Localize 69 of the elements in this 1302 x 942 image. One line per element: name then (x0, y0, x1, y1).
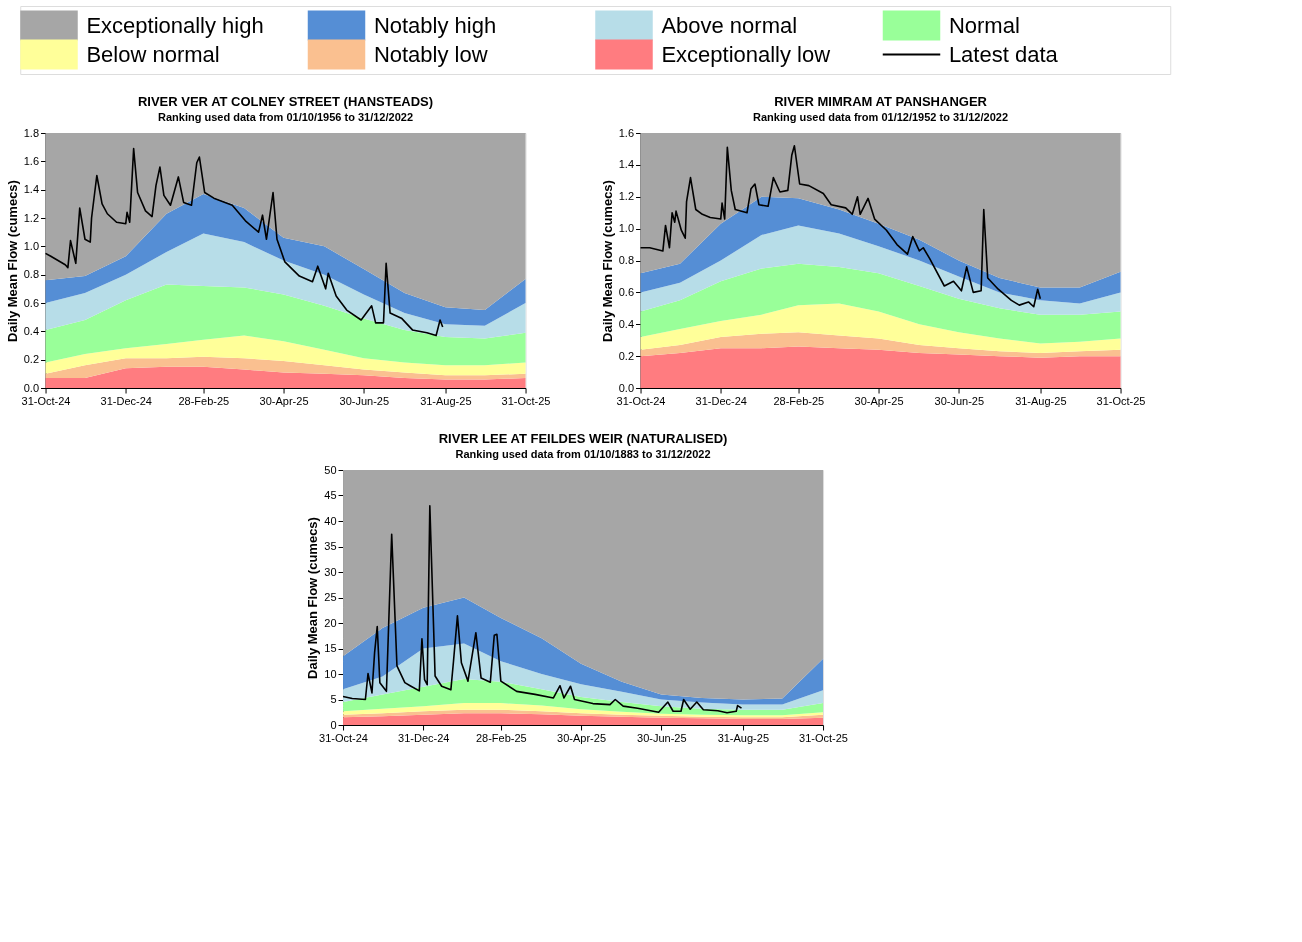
x-tick-label: 28-Feb-25 (475, 731, 527, 744)
chart-subtitle: Ranking used data from 01/12/1952 to 31/12/2022 (753, 111, 1009, 123)
x-tick-label: 30-Apr-25 (259, 394, 309, 407)
x-tick-label: 28-Feb-25 (773, 394, 825, 407)
y-tick-label: 25 (324, 591, 337, 603)
y-tick-label: 0.2 (618, 349, 635, 362)
y-axis-title: Daily Mean Flow (cumecs) (599, 180, 615, 342)
legend-label: Notably high (373, 12, 497, 38)
x-tick-label: 31-Oct-25 (501, 394, 551, 407)
y-axis-title: Daily Mean Flow (cumecs) (4, 180, 20, 342)
y-tick-label: 1.2 (618, 190, 635, 203)
y-tick-label: 1.0 (23, 239, 40, 252)
y-tick-label: 30 (324, 565, 337, 578)
x-tick-label: 31-Aug-25 (717, 731, 769, 744)
legend-label: Latest data (948, 41, 1059, 67)
y-tick-label: 1.8 (23, 126, 40, 139)
y-tick-label: 0 (330, 718, 337, 731)
y-tick-label: 0.6 (618, 285, 635, 298)
y-tick-label: 0.0 (23, 381, 40, 394)
x-tick-label: 30-Apr-25 (854, 394, 904, 407)
y-tick-label: 0.4 (618, 317, 635, 330)
y-tick-label: 0.0 (618, 381, 635, 394)
legend-label: Exceptionally high (86, 12, 264, 38)
y-tick-label: 0.4 (23, 324, 40, 337)
y-tick-label: 40 (324, 514, 337, 527)
chart-title: RIVER MIMRAM AT PANSHANGER (774, 94, 988, 109)
chart-subtitle: Ranking used data from 01/10/1956 to 31/12/2022 (158, 111, 414, 123)
x-tick-label: 28-Feb-25 (178, 394, 230, 407)
chart-title: RIVER VER AT COLNEY STREET (HANSTEADS) (137, 94, 434, 109)
x-tick-label: 31-Oct-24 (616, 394, 666, 407)
legend-label: Above normal (661, 12, 798, 38)
y-tick-label: 0.2 (23, 353, 40, 366)
y-tick-label: 20 (324, 616, 337, 629)
y-axis-title: Daily Mean Flow (cumecs) (305, 517, 321, 679)
legend-label: Below normal (86, 41, 220, 67)
x-tick-label: 31-Oct-24 (21, 394, 71, 407)
y-tick-label: 10 (324, 667, 337, 680)
line-series (342, 504, 743, 714)
x-tick-label: 30-Jun-25 (934, 394, 985, 407)
x-tick-label: 31-Oct-25 (799, 731, 848, 744)
chart-subtitle: Ranking used data from 01/10/1883 to 31/12/2022 (455, 448, 711, 460)
y-tick-label: 45 (324, 489, 337, 501)
y-tick-label: 5 (330, 693, 337, 705)
x-tick-label: 30-Jun-25 (637, 731, 687, 744)
x-tick-label: 31-Dec-24 (100, 394, 152, 407)
y-tick-label: 1.0 (618, 222, 635, 235)
y-tick-label: 0.8 (23, 268, 40, 281)
y-tick-label: 0.6 (23, 296, 40, 309)
legend-label: Exceptionally low (661, 41, 831, 67)
y-tick-label: 50 (324, 463, 337, 476)
chart-title: RIVER LEE AT FEILDES WEIR (NATURALISED) (438, 431, 728, 446)
x-tick-label: 30-Apr-25 (557, 731, 607, 744)
y-tick-label: 0.8 (618, 254, 635, 266)
y-tick-label: 1.4 (618, 158, 635, 171)
y-tick-label: 1.4 (23, 183, 40, 196)
x-tick-label: 31-Dec-24 (695, 394, 747, 407)
y-tick-label: 15 (324, 642, 337, 654)
x-tick-label: 31-Aug-25 (1015, 394, 1067, 407)
legend-label: Normal (948, 12, 1020, 38)
x-tick-label: 31-Dec-24 (398, 731, 450, 744)
x-tick-label: 30-Jun-25 (339, 394, 390, 407)
y-tick-label: 1.6 (23, 154, 40, 167)
x-tick-label: 31-Aug-25 (420, 394, 472, 407)
x-tick-label: 31-Oct-24 (319, 731, 368, 744)
y-tick-label: 1.6 (618, 126, 635, 139)
y-tick-label: 35 (324, 540, 337, 552)
y-tick-label: 1.2 (23, 211, 40, 224)
x-tick-label: 31-Oct-25 (1096, 394, 1146, 407)
legend-label: Notably low (373, 41, 488, 67)
